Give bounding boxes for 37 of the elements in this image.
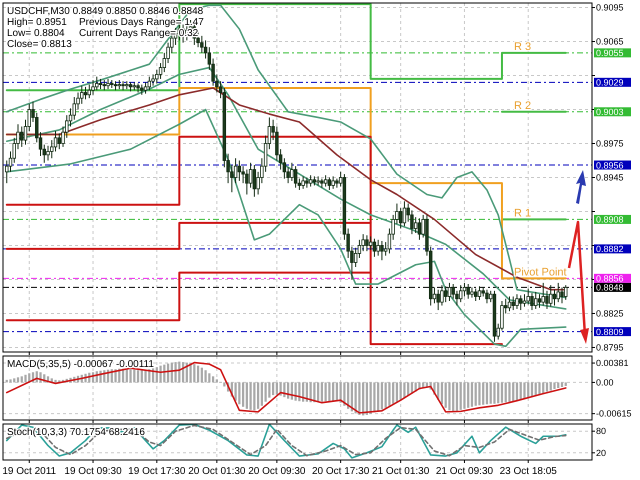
ref-line-label: 0.8848	[596, 282, 624, 293]
annotation: R 1	[514, 207, 532, 220]
y-tick-label: 0.8975	[596, 138, 624, 149]
x-tick-label: 21 Oct 01:30	[372, 466, 430, 477]
annotation: R 3	[514, 40, 532, 53]
y-tick-label: 0.00381	[596, 358, 629, 368]
ref-line-label: 0.8856	[596, 274, 624, 284]
y-tick-label: 0.00	[596, 377, 614, 388]
annotation: High= 0.8951	[7, 17, 68, 28]
y-tick-label: 0.8825	[596, 308, 624, 318]
x-tick-label: 19 Oct 09:30	[64, 466, 122, 477]
x-tick-label: 20 Oct 09:30	[248, 466, 306, 477]
ref-line-label: 0.8882	[596, 244, 624, 254]
ref-line-label: 0.9029	[596, 78, 624, 88]
x-tick-label: 20 Oct 01:30	[188, 466, 246, 477]
x-tick-label: 20 Oct 17:30	[312, 466, 370, 477]
x-tick-label: 21 Oct 09:30	[436, 466, 494, 477]
y-tick-label: 0.8795	[596, 342, 624, 352]
y-tick-label: 0.9095	[596, 2, 624, 13]
ref-line-label: 0.8956	[596, 160, 624, 170]
y-tick-label: -0.00615	[596, 408, 632, 419]
annotation: Pivot Point	[514, 266, 567, 278]
ref-line-label: 0.9055	[596, 48, 624, 58]
y-tick-label: 20	[596, 448, 606, 458]
annotation: Close= 0.8813	[7, 39, 72, 50]
ref-line-label: 0.9003	[596, 107, 624, 118]
annotation: Low= 0.8804	[7, 28, 65, 39]
x-tick-label: 19 Oct 2011	[2, 466, 57, 477]
ref-line-label: 0.8908	[596, 214, 624, 225]
ref-line-label: 0.8809	[596, 326, 624, 337]
chart-title: MACD(5,35,5) -0.00067 -0.00111	[7, 359, 154, 370]
y-tick-label: 80	[596, 426, 606, 436]
x-tick-label: 23 Oct 18:05	[500, 466, 558, 477]
x-tick-label: 19 Oct 17:30	[128, 466, 186, 477]
y-tick-label: 0.8945	[596, 172, 624, 182]
annotation: R 2	[514, 100, 532, 112]
y-tick-label: 0.9065	[596, 36, 624, 47]
